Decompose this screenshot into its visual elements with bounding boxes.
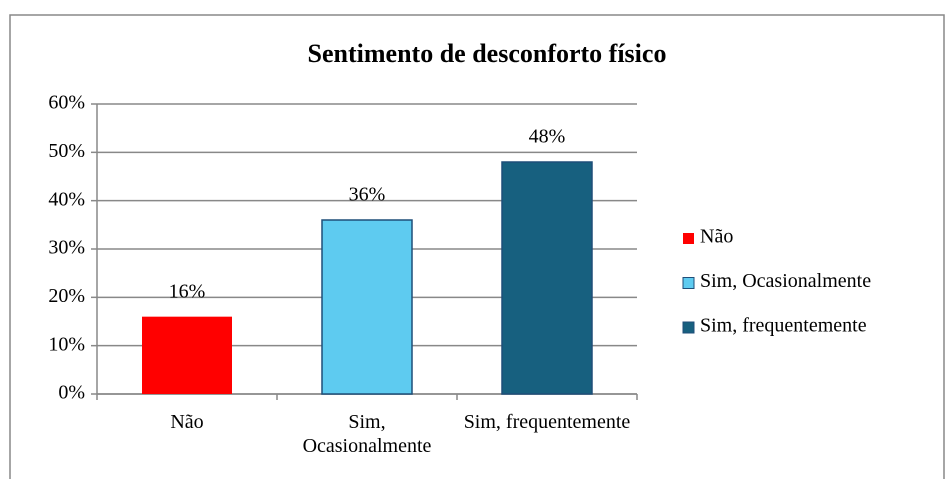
y-tick-label: 20% xyxy=(48,285,85,307)
bar xyxy=(142,316,232,394)
y-tick-label: 50% xyxy=(48,140,85,162)
data-label: 36% xyxy=(349,184,386,206)
x-tick-label: Não xyxy=(170,411,204,433)
chart-title: Sentimento de desconforto físico xyxy=(308,39,667,68)
x-tick-label: Sim, Ocasionalmente xyxy=(302,411,432,457)
data-label: 16% xyxy=(169,280,206,302)
legend-swatch xyxy=(682,321,695,334)
y-tick-label: 40% xyxy=(48,188,85,210)
y-tick-label: 60% xyxy=(48,92,85,114)
y-tick-label: 10% xyxy=(48,333,85,355)
bar xyxy=(501,161,593,395)
y-tick-label: 0% xyxy=(58,382,85,404)
bar xyxy=(321,219,413,395)
legend-label: Sim, frequentemente xyxy=(700,315,867,337)
legend-label: Não xyxy=(700,226,733,248)
chart-frame xyxy=(9,14,945,479)
legend-swatch xyxy=(683,233,694,244)
legend-swatch xyxy=(682,277,695,289)
y-tick-label: 30% xyxy=(48,237,85,259)
data-label: 48% xyxy=(529,126,566,148)
x-tick-label: Sim, frequentemente xyxy=(463,411,631,433)
legend-label: Sim, Ocasionalmente xyxy=(700,270,871,292)
